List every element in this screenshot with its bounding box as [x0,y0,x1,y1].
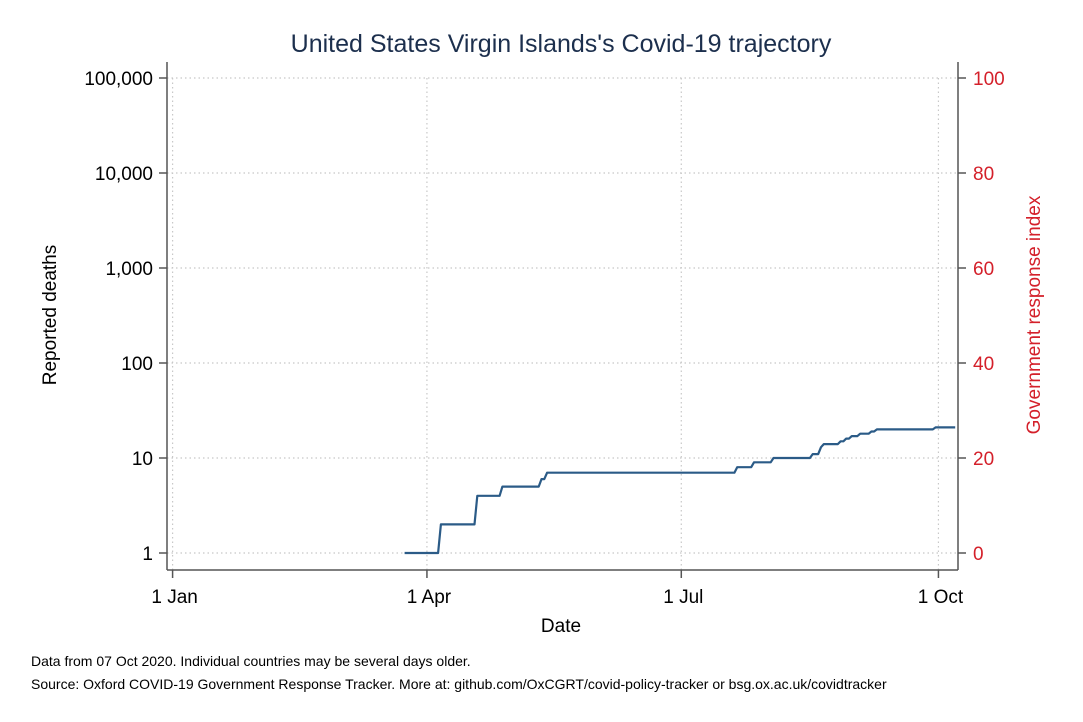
y2-tick-label: 40 [973,354,994,375]
x-axis-title: Date [541,616,581,637]
y-tick-label: 10,000 [95,164,153,185]
y-tick-label: 10 [132,449,153,470]
y-tick-label: 1 [142,544,153,565]
y2-tick-label: 0 [973,544,984,565]
x-tick-label: 1 Apr [407,587,452,608]
right-axis-ticks: 0 20 40 60 80 100 [958,69,1005,565]
x-tick-label: 1 Jul [663,587,703,608]
y2-tick-label: 20 [973,449,994,470]
gridlines [167,77,958,570]
y2-tick-label: 60 [973,259,994,280]
footnote-date: Data from 07 Oct 2020. Individual countr… [31,653,471,669]
y2-tick-label: 100 [973,69,1005,90]
x-axis-ticks: 1 Jan 1 Apr 1 Jul 1 Oct [151,570,964,608]
y2-axis-title: Government response index [1024,195,1045,434]
left-axis-ticks: 1 10 100 1,000 10,000 100,000 [84,69,167,565]
series-layer [404,426,956,555]
x-tick-label: 1 Oct [918,587,964,608]
y-axis-title: Reported deaths [40,245,61,386]
x-tick-label: 1 Jan [151,587,197,608]
deaths-series-line [404,426,956,555]
y-tick-label: 100 [121,354,153,375]
footnote-source: Source: Oxford COVID-19 Government Respo… [31,676,887,692]
y-tick-label: 1,000 [105,259,153,280]
chart-title: United States Virgin Islands's Covid-19 … [291,30,832,58]
y2-tick-label: 80 [973,164,994,185]
y-tick-label: 100,000 [84,69,153,90]
